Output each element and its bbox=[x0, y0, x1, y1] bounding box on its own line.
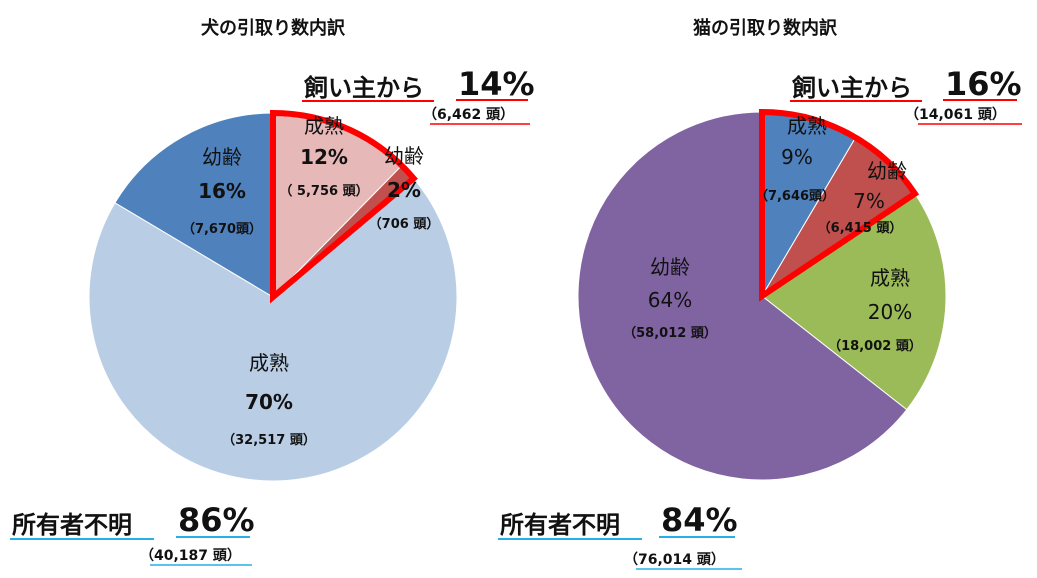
dog-young-unknown-pct: 16% bbox=[198, 179, 246, 203]
cat-owner-highlight-outline bbox=[759, 108, 920, 302]
cat-slice-adult-unknown bbox=[761, 192, 947, 411]
cat-adult-unknown-pct: 20% bbox=[868, 300, 912, 324]
cat-unknown-count: （76,014 頭） bbox=[624, 552, 725, 568]
dog-slice-adult-unknown bbox=[88, 177, 458, 482]
cat-young-owner-name: 幼齢 bbox=[867, 159, 907, 183]
cat-pie-slices bbox=[577, 111, 947, 481]
cat-adult-owner-count: （7,646頭） bbox=[755, 188, 835, 204]
dog-unknown-label: 所有者不明 bbox=[12, 511, 132, 539]
cat-unknown-pct: 84% bbox=[661, 501, 738, 539]
dog-young-unknown-count: （7,670頭） bbox=[182, 221, 262, 237]
dog-owner-count: （6,462 頭） bbox=[423, 107, 514, 123]
dog-young-owner-pct: 2% bbox=[387, 178, 421, 202]
cat-slice-young-unknown bbox=[577, 111, 908, 481]
cat-adult-owner-name: 成熟 bbox=[787, 114, 827, 138]
dog-unknown-pct: 86% bbox=[178, 501, 255, 539]
cat-young-unknown-pct: 64% bbox=[648, 288, 692, 312]
dog-owner-pct: 14% bbox=[458, 65, 535, 103]
cat-pie-chart: 猫の引取り数内訳 飼い主から 16% （14,061 頭） 成熟 9% （7,6… bbox=[498, 17, 1022, 570]
cat-young-owner-count: （6,415 頭） bbox=[818, 220, 903, 236]
dog-pie-chart: 犬の引取り数内訳 飼い主から 14% （6,462 頭） 成熟 12% （ 5,… bbox=[10, 17, 535, 566]
cat-young-owner-pct: 7% bbox=[853, 189, 885, 213]
dog-young-owner-count: （706 頭） bbox=[369, 216, 440, 232]
dog-young-unknown-name: 幼齢 bbox=[202, 145, 242, 169]
cat-owner-label: 飼い主から bbox=[792, 74, 912, 102]
dog-adult-unknown-name: 成熟 bbox=[249, 351, 289, 375]
cat-adult-owner-pct: 9% bbox=[781, 145, 813, 169]
dog-adult-owner-name: 成熟 bbox=[304, 114, 344, 138]
dog-owner-label: 飼い主から bbox=[304, 74, 424, 102]
cat-owner-pct: 16% bbox=[945, 65, 1022, 103]
dog-adult-unknown-count: （32,517 頭） bbox=[222, 432, 316, 448]
cat-adult-unknown-count: （18,002 頭） bbox=[828, 338, 922, 354]
cat-young-unknown-name: 幼齢 bbox=[650, 255, 690, 279]
dog-adult-owner-count: （ 5,756 頭） bbox=[279, 183, 368, 199]
cat-owner-count: （14,061 頭） bbox=[905, 107, 1006, 123]
dog-unknown-count: （40,187 頭） bbox=[140, 548, 241, 564]
dog-young-owner-name: 幼齢 bbox=[384, 144, 424, 168]
cat-young-unknown-count: （58,012 頭） bbox=[623, 325, 717, 341]
dog-adult-unknown-pct: 70% bbox=[245, 390, 293, 414]
dog-slice-young-unknown bbox=[114, 112, 274, 298]
cat-chart-title: 猫の引取り数内訳 bbox=[693, 17, 838, 39]
cat-unknown-label: 所有者不明 bbox=[500, 511, 620, 539]
cat-adult-unknown-name: 成熟 bbox=[870, 266, 910, 290]
dog-owner-highlight-outline bbox=[270, 109, 418, 304]
dog-chart-title: 犬の引取り数内訳 bbox=[201, 17, 346, 39]
dog-adult-owner-pct: 12% bbox=[300, 145, 348, 169]
